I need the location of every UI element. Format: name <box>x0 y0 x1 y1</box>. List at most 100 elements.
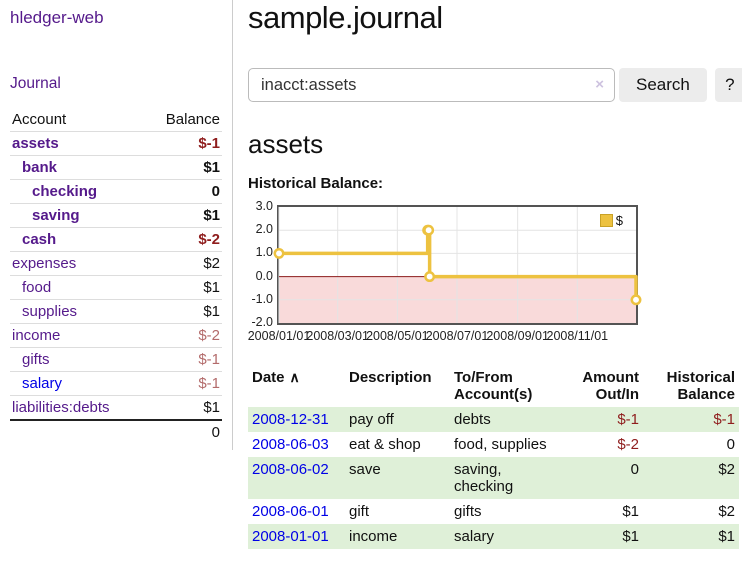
amount-column-header: Amount Out/In <box>582 369 639 404</box>
transaction-accounts: food, supplies <box>454 436 547 454</box>
transaction-date-link[interactable]: 2008-01-01 <box>252 528 329 546</box>
accounts-column-header: To/From Account(s) <box>454 369 533 404</box>
account-balance: $1 <box>144 155 222 180</box>
register-header-row: Date ∧ Description To/From Account(s) Amo… <box>248 365 739 407</box>
account-heading: assets <box>248 129 324 160</box>
account-balance: $1 <box>144 395 222 421</box>
chart-legend: $ <box>599 213 623 228</box>
chart-plot: $ <box>273 205 642 326</box>
search-form: × Search ? <box>248 68 742 103</box>
account-balance: $-2 <box>144 323 222 348</box>
account-row: bank $1 <box>10 155 222 180</box>
account-name-cell: food <box>10 275 145 300</box>
account-link[interactable]: income <box>12 327 61 344</box>
transaction-balance: $-1 <box>713 411 735 429</box>
transaction-description: eat & shop <box>349 436 421 454</box>
transaction-row: 2008-06-03 eat & shop food, supplies $-2 0 <box>248 432 739 457</box>
transaction-date-link[interactable]: 2008-12-31 <box>252 411 329 429</box>
app-brand-link[interactable]: hledger-web <box>10 8 104 27</box>
account-link[interactable]: gifts <box>22 351 50 368</box>
account-link[interactable]: cash <box>22 231 57 248</box>
x-tick-label: 2008/03/01 <box>306 329 369 344</box>
page-title: sample.journal <box>248 0 443 35</box>
transaction-date-cell: 2008-12-31 <box>248 407 345 432</box>
account-column-header: Account <box>10 108 145 132</box>
legend-swatch-icon <box>599 214 613 228</box>
account-row: salary $-1 <box>10 371 222 396</box>
transaction-date-link[interactable]: 2008-06-02 <box>252 461 329 479</box>
x-tick-label: 2008/11/01 <box>546 329 609 344</box>
transaction-row: 2008-06-01 gift gifts $1 $2 <box>248 499 739 524</box>
transaction-description: gift <box>349 503 370 521</box>
sidebar-item-journal[interactable]: Journal <box>10 75 61 92</box>
account-link[interactable]: expenses <box>12 255 77 272</box>
account-balance: $1 <box>144 299 222 324</box>
description-column-header: Description <box>349 369 432 387</box>
transaction-date-link[interactable]: 2008-06-03 <box>252 436 329 454</box>
transaction-date-cell: 2008-01-01 <box>248 524 345 549</box>
historical-balance-chart: $ 3.0 2.0 1.0 0.0 -1.0 -2.0 2008/01/01 2008/03… <box>248 199 642 346</box>
account-row: income $-2 <box>10 323 222 348</box>
account-link[interactable]: checking <box>32 183 98 200</box>
account-link[interactable]: bank <box>22 159 58 176</box>
transaction-amount: $-1 <box>617 411 639 429</box>
account-row: cash $-2 <box>10 227 222 252</box>
account-link[interactable]: saving <box>32 207 80 224</box>
search-input-wrap: × <box>248 68 615 103</box>
help-button[interactable]: ? <box>714 68 742 103</box>
transaction-date-link[interactable]: 2008-06-01 <box>252 503 329 521</box>
transaction-accounts: gifts <box>454 503 482 521</box>
y-tick-label: -1.0 <box>251 291 273 306</box>
account-name-cell: assets <box>10 131 145 156</box>
account-tree-header-row: Account Balance <box>10 108 222 132</box>
account-balance: $1 <box>144 275 222 300</box>
account-balance: 0 <box>144 179 222 204</box>
account-row: checking 0 <box>10 179 222 204</box>
account-row: gifts $-1 <box>10 347 222 372</box>
balance-column-header: Balance <box>144 108 222 132</box>
transaction-amount: $1 <box>622 528 639 546</box>
account-balance: $2 <box>144 251 222 276</box>
transaction-description: income <box>349 528 398 546</box>
transaction-description: save <box>349 461 381 479</box>
account-tree: Account Balance assets $-1 bank $1 checking 0… <box>10 108 222 444</box>
y-tick-label: 0.0 <box>255 268 273 283</box>
x-tick-label: 2008/09/01 <box>486 329 549 344</box>
search-input[interactable] <box>248 68 615 103</box>
transaction-balance: $2 <box>718 461 735 479</box>
date-column-header[interactable]: Date ∧ <box>252 369 300 387</box>
account-name-cell: income <box>10 323 145 348</box>
account-row: liabilities:debts $1 <box>10 395 222 421</box>
account-name-cell: saving <box>10 203 145 228</box>
account-name-cell: gifts <box>10 347 145 372</box>
account-tree-body: assets $-1 bank $1 checking 0 saving $1 cash $-2 e… <box>10 131 222 444</box>
account-link[interactable]: supplies <box>22 303 78 320</box>
search-button[interactable]: Search <box>619 68 707 103</box>
transaction-amount: $-2 <box>617 436 639 454</box>
clear-search-icon[interactable]: × <box>595 76 604 94</box>
transaction-balance: $2 <box>718 503 735 521</box>
register-table: Date ∧ Description To/From Account(s) Amo… <box>248 365 739 550</box>
register-body: 2008-12-31 pay off debts $-1 $-1 2008-06-03 ea… <box>248 407 739 550</box>
account-name-cell: supplies <box>10 299 145 324</box>
account-balance: $1 <box>144 203 222 228</box>
total-spacer <box>10 419 145 444</box>
transaction-row: 2008-12-31 pay off debts $-1 $-1 <box>248 407 739 433</box>
y-tick-label: 3.0 <box>255 199 273 214</box>
account-link[interactable]: assets <box>12 135 59 152</box>
account-balance: $-2 <box>144 227 222 252</box>
transaction-accounts: salary <box>454 528 495 546</box>
account-link[interactable]: liabilities:debts <box>12 399 110 416</box>
y-tick-label: 1.0 <box>255 245 273 260</box>
transaction-row: 2008-06-02 save saving, checking 0 $2 <box>248 457 739 500</box>
accounts-total-balance: 0 <box>144 419 222 444</box>
account-balance: $-1 <box>144 347 222 372</box>
account-link[interactable]: salary <box>22 375 63 392</box>
main-content: sample.journal × Search ? assets Histori… <box>233 0 742 550</box>
account-row: expenses $2 <box>10 251 222 276</box>
transaction-date-cell: 2008-06-02 <box>248 457 345 499</box>
transaction-balance: $1 <box>718 528 735 546</box>
account-name-cell: bank <box>10 155 145 180</box>
account-row: assets $-1 <box>10 131 222 156</box>
account-link[interactable]: food <box>22 279 52 296</box>
